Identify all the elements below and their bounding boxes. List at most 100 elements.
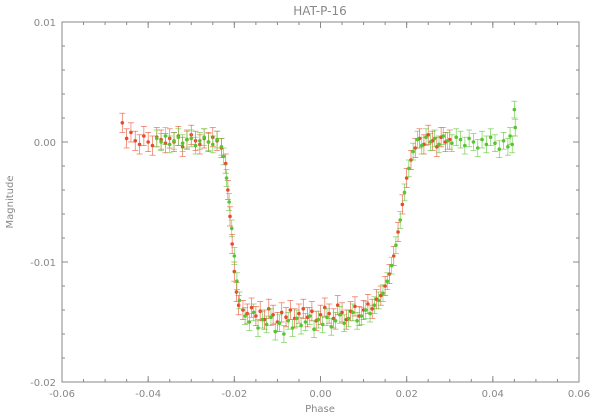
chart-title: HAT-P-16: [293, 4, 346, 18]
data-point: [328, 318, 335, 336]
data-point: [259, 310, 266, 329]
data-point: [509, 135, 516, 154]
data-point: [226, 193, 233, 211]
data-point: [224, 180, 231, 200]
data-point: [487, 128, 494, 146]
data-point: [367, 304, 374, 323]
data-point: [162, 127, 169, 145]
data-point: [267, 308, 274, 326]
y-tick-label: -0.01: [30, 258, 56, 269]
x-tick-label: -0.06: [49, 389, 75, 400]
data-point: [349, 303, 356, 322]
data-point: [263, 315, 270, 334]
data-point: [246, 313, 253, 331]
data-point: [371, 296, 378, 314]
data-point: [149, 135, 156, 156]
data-point: [483, 135, 490, 154]
data-point: [379, 284, 386, 302]
data-point: [280, 325, 287, 343]
data-point: [276, 314, 283, 332]
data-point: [171, 132, 178, 150]
data-point: [392, 236, 399, 254]
data-point: [323, 308, 330, 326]
data-point: [272, 322, 279, 341]
data-point: [255, 319, 262, 337]
data-point: [496, 140, 503, 158]
y-tick-label: 0.01: [34, 18, 56, 29]
data-point: [384, 272, 391, 290]
data-point: [209, 135, 216, 154]
data-point: [166, 135, 173, 154]
data-point: [123, 128, 130, 149]
x-tick-label: -0.02: [221, 389, 247, 400]
data-point: [388, 256, 395, 275]
data-point: [293, 309, 300, 328]
data-point: [289, 319, 296, 337]
data-point: [233, 272, 240, 290]
y-tick-label: 0.00: [34, 138, 56, 149]
y-tick-labels: 0.01 0.00 -0.01 -0.02: [30, 18, 56, 389]
data-point: [500, 132, 507, 150]
data-point: [285, 312, 292, 330]
axis-ticks: [61, 21, 580, 383]
data-point: [311, 320, 318, 338]
data-point: [298, 316, 305, 335]
data-point: [183, 130, 190, 149]
data-point: [231, 247, 238, 265]
data-point: [401, 183, 408, 202]
data-point: [491, 134, 498, 152]
data-point: [474, 139, 481, 157]
series-0: [119, 112, 453, 332]
data-point: [423, 128, 430, 146]
data-point: [196, 132, 203, 150]
data-point: [158, 133, 165, 151]
data-point: [341, 314, 348, 332]
data-point: [399, 194, 406, 215]
x-axis-label: Phase: [305, 404, 335, 415]
data-point: [140, 126, 147, 146]
data-point: [418, 136, 425, 155]
x-tick-label: 0.04: [482, 389, 504, 400]
y-axis-label: Magnitude: [5, 176, 16, 229]
data-point: [511, 100, 518, 119]
data-point: [332, 312, 339, 330]
series-1: [153, 100, 519, 343]
data-point: [302, 313, 309, 331]
data-point: [223, 169, 230, 187]
data-point: [414, 130, 421, 149]
data-point: [132, 130, 139, 151]
data-point: [250, 303, 257, 322]
data-point: [136, 134, 143, 155]
data-point: [448, 134, 455, 152]
x-tick-label: 0.02: [396, 389, 418, 400]
data-point: [242, 307, 249, 325]
data-point: [145, 132, 152, 152]
data-point: [345, 309, 352, 328]
data-point: [461, 136, 468, 155]
data-point: [364, 294, 371, 314]
data-point: [431, 129, 438, 148]
data-point: [405, 159, 412, 178]
data-point: [397, 211, 404, 229]
data-point: [188, 129, 195, 148]
data-point: [375, 291, 382, 310]
data-point: [466, 129, 473, 148]
data-point: [278, 302, 285, 323]
data-point: [507, 127, 514, 145]
data-point: [354, 312, 361, 330]
data-point: [236, 291, 243, 310]
data-point: [228, 219, 235, 238]
data-point: [119, 112, 126, 133]
data-point: [153, 129, 160, 148]
x-tick-label: 0.00: [309, 389, 331, 400]
data-points: [119, 100, 519, 343]
data-point: [231, 261, 238, 282]
x-tick-label: 0.06: [568, 389, 590, 400]
y-tick-label: -0.02: [30, 378, 56, 389]
data-point: [319, 315, 326, 334]
data-point: [179, 134, 186, 152]
data-point: [358, 307, 365, 325]
data-point: [453, 128, 460, 146]
x-tick-labels: -0.06 -0.04 -0.02 0.00 0.02 0.04 0.06: [49, 389, 590, 400]
data-point: [435, 135, 442, 154]
